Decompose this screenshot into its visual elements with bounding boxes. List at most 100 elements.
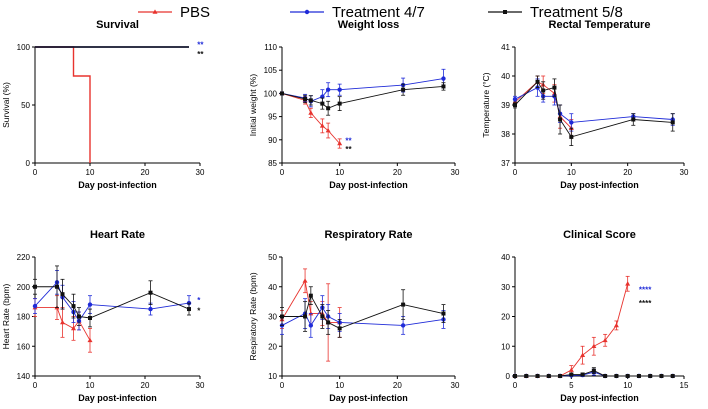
panel-heart: Heart Rate 0 10 20 30 140 160 180 200 220 Day post… [1,229,205,403]
series-pbs [512,275,631,378]
x-tick-label: 10 [623,381,632,390]
data-point [631,117,636,122]
data-point [148,290,153,295]
significance-label: ** [345,145,352,154]
x-tick-label: 30 [196,168,205,177]
data-point [568,367,574,372]
x-tick-label: 10 [335,168,344,177]
series-line [514,87,673,123]
y-tick-label: 10 [501,342,510,351]
y-tick-label: 39 [501,101,510,110]
series-treatment-5-8 [33,265,191,328]
data-point [60,319,65,325]
data-point [337,101,342,106]
data-point [308,293,313,298]
data-point [326,106,331,111]
x-tick-label: 30 [451,168,460,177]
y-tick-label: 0 [26,159,31,168]
data-point [670,120,675,125]
x-tick-label: 0 [513,381,518,390]
x-axis-label: Day post-infection [329,393,408,403]
data-point [280,91,284,96]
series-line [282,294,444,329]
legend: PBS Treatment 4/7 Treatment 5/8 [138,4,623,21]
significance-label: ** [197,41,204,50]
y-tick-label: 90 [268,136,277,145]
series-line [35,307,91,341]
data-point [400,323,406,328]
data-point [614,374,619,378]
data-point [602,337,608,343]
data-point [625,374,630,378]
data-point [308,110,314,115]
y-tick-label: 50 [21,101,30,110]
significance-label: ** [345,137,352,146]
x-tick-label: 0 [33,168,38,177]
y-tick-label: 105 [264,66,278,75]
data-point [441,311,446,316]
data-point [187,307,191,312]
y-tick-label: 100 [17,43,31,52]
y-tick-label: 100 [264,89,278,98]
data-point [308,98,313,103]
y-tick-label: 20 [268,342,277,351]
significance-label: **** [639,286,652,295]
data-point [308,323,314,328]
significance-label: ** [197,50,204,59]
legend-label: Treatment 5/8 [530,4,623,21]
data-point [558,374,563,378]
data-point [303,96,308,101]
y-axis-label: Initial weight (%) [248,74,258,137]
x-tick-label: 15 [680,381,689,390]
data-point [87,337,93,343]
x-tick-label: 20 [623,168,632,177]
series-treatment-5-8 [280,82,446,116]
y-tick-label: 10 [268,372,277,381]
data-point [71,325,76,331]
x-tick-label: 0 [280,381,285,390]
x-tick-label: 10 [86,168,95,177]
data-point [302,278,308,283]
data-point [524,374,529,378]
data-point [60,292,65,297]
panel-clinical: Clinical Score 0 5 10 15 0 10 20 30 40 Day post-in… [501,229,689,403]
series-treatment-4-7 [512,78,675,132]
y-tick-label: 220 [17,253,31,262]
data-point [591,368,596,373]
data-point [441,76,446,81]
x-tick-label: 20 [141,381,150,390]
y-axis-label: Survival (%) [1,82,11,128]
significance-label: * [197,307,201,316]
y-axis-label: Temperature (°C) [481,72,491,137]
data-point [337,140,343,146]
y-tick-label: 0 [506,372,511,381]
data-point [441,84,446,89]
panel-title: Survival [96,19,139,31]
series-pbs [35,46,91,163]
series-line [35,46,91,163]
data-point [569,134,574,139]
x-tick-label: 30 [680,168,689,177]
y-tick-label: 85 [268,159,277,168]
series-line [515,283,629,377]
y-tick-label: 140 [17,372,31,381]
series-line [281,92,341,144]
x-tick-label: 0 [33,381,38,390]
y-tick-label: 180 [17,313,31,322]
legend-marker [304,9,310,15]
data-point [401,302,406,307]
panel-title: Respiratory Rate [324,229,412,241]
data-point [32,303,38,309]
data-point [580,352,586,357]
y-tick-label: 95 [268,113,277,122]
data-point [613,322,619,328]
data-point [648,374,653,378]
y-tick-label: 40 [501,253,510,262]
data-point [320,314,325,319]
y-tick-label: 38 [501,130,510,139]
y-tick-label: 200 [17,283,31,292]
data-point [535,79,540,84]
x-tick-label: 10 [567,168,576,177]
y-tick-label: 20 [501,313,510,322]
y-tick-label: 41 [501,43,510,52]
